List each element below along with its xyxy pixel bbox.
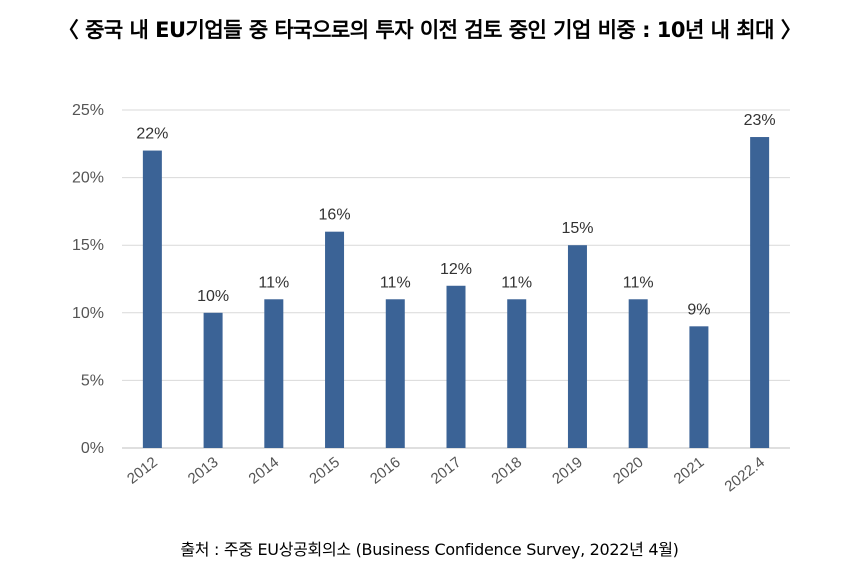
- data-label: 11%: [623, 274, 654, 291]
- source-note: 출처 : 주중 EU상공회의소 (Business Confidence Sur…: [180, 540, 679, 559]
- data-label: 10%: [197, 288, 229, 305]
- bar: [750, 137, 770, 449]
- x-tick-label: 2021: [671, 454, 708, 488]
- chart-title: 〈 중국 내 EU기업들 중 타국으로의 투자 이전 검토 중인 기업 비중 :…: [57, 18, 802, 42]
- x-tick-label: 2012: [124, 454, 161, 488]
- x-tick-label: 2019: [549, 454, 586, 488]
- data-label: 11%: [501, 274, 532, 291]
- data-label: 9%: [687, 301, 710, 318]
- bar: [325, 231, 345, 448]
- bar: [385, 299, 405, 448]
- x-tick-label: 2017: [428, 454, 465, 488]
- bar: [567, 245, 587, 448]
- x-tick-label: 2016: [367, 454, 404, 488]
- bar: [446, 285, 466, 448]
- data-label: 23%: [744, 112, 776, 129]
- data-label: 12%: [440, 261, 472, 278]
- x-tick-label: 2020: [610, 454, 647, 488]
- data-label: 11%: [258, 274, 289, 291]
- y-tick-label: 20%: [72, 170, 104, 187]
- x-tick-label: 2018: [488, 454, 525, 488]
- bar: [142, 150, 162, 448]
- bar: [628, 299, 648, 448]
- bar: [203, 312, 223, 448]
- bar: [507, 299, 527, 448]
- data-label: 22%: [136, 126, 168, 143]
- y-tick-label: 0%: [81, 440, 104, 457]
- bar: [264, 299, 284, 448]
- x-tick-label: 2013: [185, 454, 222, 488]
- data-label: 15%: [561, 220, 593, 237]
- y-tick-label: 25%: [72, 102, 104, 119]
- bar: [689, 326, 709, 448]
- data-label: 11%: [380, 274, 411, 291]
- x-tick-label: 2015: [306, 454, 343, 488]
- x-tick-label: 2014: [246, 454, 283, 488]
- y-tick-label: 15%: [72, 237, 104, 254]
- y-tick-label: 5%: [81, 372, 104, 389]
- x-tick-label: 2022.4: [721, 454, 768, 496]
- y-tick-label: 10%: [72, 305, 104, 322]
- data-label: 16%: [319, 207, 351, 224]
